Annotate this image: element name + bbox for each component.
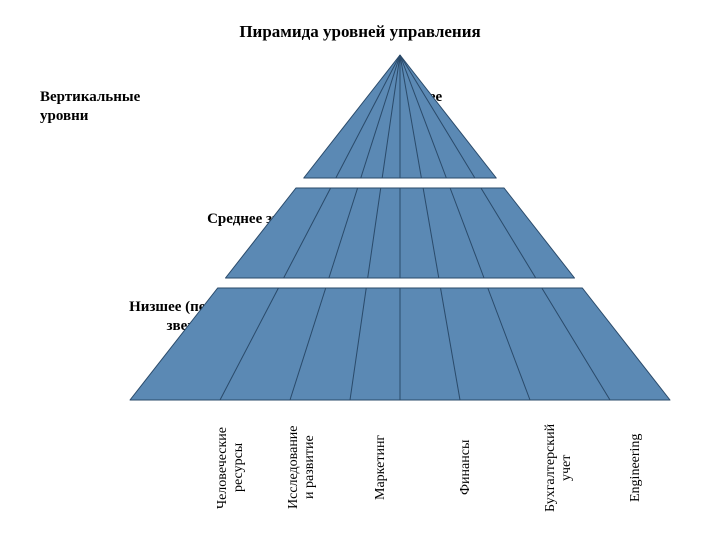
column-label: Финансы xyxy=(458,410,474,525)
column-label: Маркетинг xyxy=(373,410,389,525)
column-label: Человеческиересурсы xyxy=(215,410,247,525)
column-label: Engineering xyxy=(628,410,644,525)
column-label: Исследованиеи развитие xyxy=(286,410,318,525)
column-label: Бухгалтерскийучет xyxy=(543,410,575,525)
pyramid-diagram xyxy=(0,0,720,540)
